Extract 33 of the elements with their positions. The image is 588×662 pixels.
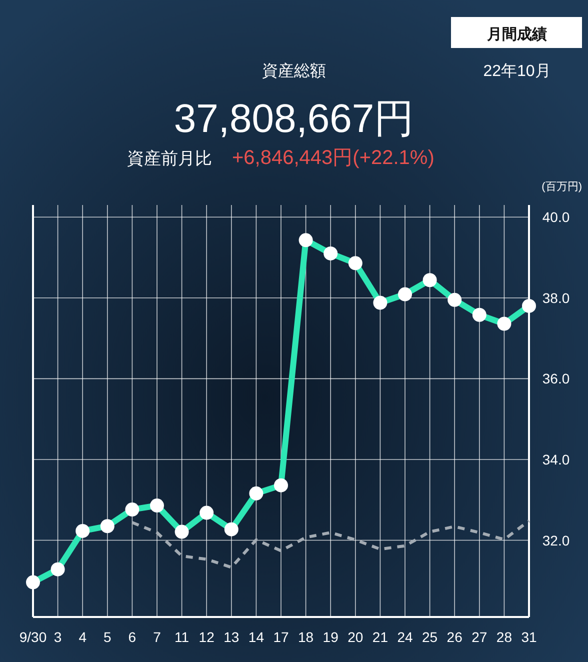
x-tick-label: 27: [472, 629, 488, 645]
x-tick-label: 19: [322, 629, 339, 645]
x-tick-label: 20: [348, 629, 364, 645]
x-tick-label: 17: [273, 629, 289, 645]
y-axis-title: (百万円): [542, 181, 582, 193]
y-tick-label: 34.0: [542, 451, 570, 468]
x-tick-label: 25: [422, 629, 438, 645]
y-tick-label: 32.0: [542, 532, 570, 548]
y-tick-label: 36.0: [542, 370, 570, 387]
y-tick-label: 38.0: [542, 290, 570, 306]
x-tick-label: 31: [521, 629, 537, 645]
x-tick-label: 24: [397, 629, 413, 645]
x-tick-label: 12: [198, 629, 215, 645]
x-tick-label: 4: [78, 629, 87, 645]
x-tick-label: 3: [54, 629, 62, 645]
text: 資産前月比: [127, 149, 212, 168]
chart-subtitle: 37,808,667円: [174, 97, 414, 141]
x-tick-label: 7: [153, 629, 162, 645]
x-tick-label: 9/30: [19, 629, 47, 645]
text: 22年10月: [483, 63, 551, 80]
x-tick-label: 18: [298, 629, 314, 645]
x-tick-label: 11: [174, 629, 190, 645]
y-tick-label: 40.0: [542, 209, 570, 226]
text: +6,846,443円(+22.1%): [232, 147, 434, 169]
x-tick-label: 26: [446, 629, 463, 645]
chart-title: 資産総額: [262, 62, 326, 80]
x-tick-label: 21: [372, 629, 388, 645]
text: 月間成績: [486, 26, 547, 43]
x-tick-label: 28: [496, 629, 512, 645]
x-tick-label: 13: [224, 629, 240, 645]
x-tick-label: 14: [248, 629, 264, 645]
x-tick-label: 5: [104, 629, 112, 645]
x-tick-label: 6: [128, 629, 136, 645]
